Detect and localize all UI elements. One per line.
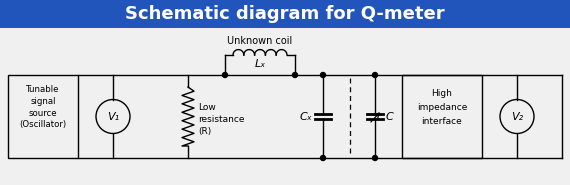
Circle shape	[373, 73, 377, 78]
Circle shape	[373, 156, 377, 161]
Circle shape	[320, 156, 325, 161]
Text: C: C	[386, 112, 394, 122]
Text: V₂: V₂	[511, 112, 523, 122]
Text: Schematic diagram for Q-meter: Schematic diagram for Q-meter	[125, 5, 445, 23]
Text: (R): (R)	[198, 127, 211, 136]
Text: Lₓ: Lₓ	[254, 59, 266, 69]
Text: source: source	[28, 108, 58, 117]
Text: Low: Low	[198, 103, 216, 112]
Text: Tunable: Tunable	[26, 85, 60, 93]
Text: V₁: V₁	[107, 112, 119, 122]
Text: impedance: impedance	[417, 102, 467, 112]
Circle shape	[292, 73, 298, 78]
Text: interface: interface	[422, 117, 462, 125]
Text: Cₓ: Cₓ	[299, 112, 312, 122]
Bar	[0, 0, 570, 28]
Text: signal: signal	[30, 97, 56, 105]
Circle shape	[222, 73, 227, 78]
Bar	[8, 75, 78, 158]
Text: resistance: resistance	[198, 115, 245, 124]
Bar	[402, 75, 482, 158]
Circle shape	[320, 73, 325, 78]
Text: Unknown coil: Unknown coil	[227, 36, 292, 46]
Text: High: High	[431, 88, 453, 97]
Text: (Oscillator): (Oscillator)	[19, 120, 67, 130]
